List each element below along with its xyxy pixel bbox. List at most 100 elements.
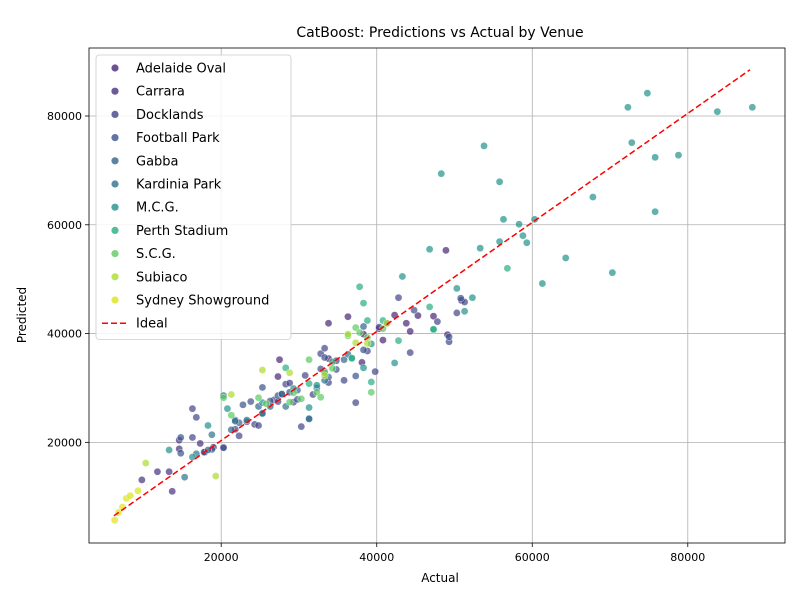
data-point [429,312,438,320]
data-point [351,372,360,380]
chart-title: CatBoost: Predictions vs Actual by Venue [296,25,583,41]
data-point [188,404,197,413]
data-point [398,272,407,281]
data-point [196,439,205,448]
data-point [499,215,508,224]
data-point [285,379,294,387]
legend-label: Perth Stadium [136,224,228,239]
data-point [348,354,356,362]
data-point [305,403,313,412]
data-point [275,355,284,364]
data-point [235,432,243,440]
data-point [355,282,364,291]
legend-label: Kardinia Park [136,178,222,193]
data-point [324,319,333,328]
data-point [165,446,173,454]
data-point [344,312,352,321]
data-point [359,299,368,307]
data-point [180,473,189,481]
ideal-line [113,69,751,517]
data-point [379,324,387,333]
data-point [305,355,313,364]
data-point [495,178,504,186]
data-point [453,309,461,317]
data-point [305,415,313,423]
data-point [258,409,267,418]
legend-label: Gabba [136,154,179,169]
data-point [188,453,197,461]
legend-label: Sydney Showground [136,294,269,309]
legend-marker [111,250,119,258]
data-point [231,417,239,425]
data-point [359,322,368,331]
x-axis-label: Actual [421,571,459,585]
data-point [305,379,313,388]
x-tick-label: 40000 [359,551,394,564]
data-point [313,381,321,390]
data-point [503,264,512,273]
legend-marker [111,134,119,142]
data-point [188,433,197,442]
data-point [674,151,683,159]
legend-label: S.C.G. [136,247,176,262]
x-tick-label: 60000 [515,551,550,564]
data-point [367,378,376,386]
data-point [301,371,309,380]
legend-marker [111,203,119,211]
legend-label: M.C.G. [136,201,179,216]
data-point [425,245,434,254]
data-point [227,411,236,419]
data-point [530,215,539,224]
data-point [297,422,306,431]
data-point [390,359,399,367]
legend-marker [111,273,119,281]
data-point [394,293,403,302]
data-point [429,325,438,334]
data-point [110,516,119,524]
series-m-c-g- [165,89,757,461]
data-point [363,339,372,348]
y-axis-label: Predicted [15,287,29,343]
data-point [153,467,162,476]
data-point [363,316,372,325]
data-point [433,317,442,326]
data-point [340,355,348,364]
series-subiaco [141,319,391,480]
data-point [383,319,391,328]
data-point [246,397,255,406]
data-point [651,207,659,216]
data-point [274,372,282,381]
data-point [624,103,632,112]
data-point [713,107,722,116]
data-point [138,476,146,484]
data-point [442,246,450,255]
data-point [453,284,461,293]
data-point [437,169,446,178]
data-point [519,231,527,240]
data-point [340,376,348,385]
data-point [410,306,418,314]
data-point [192,413,201,422]
y-axis-ticks: 20000 40000 60000 80000 [47,110,89,449]
legend-marker [111,180,119,188]
data-point [297,395,306,403]
data-point [285,398,294,406]
y-tick-label: 40000 [47,328,82,341]
data-point [589,193,597,201]
data-point [414,311,422,320]
data-point [320,371,329,380]
data-point [561,254,570,262]
y-tick-label: 20000 [47,436,82,449]
data-point [219,393,228,402]
data-point [344,330,352,338]
data-point [476,244,484,252]
data-point [208,430,216,439]
data-point [371,367,379,376]
data-point [445,333,453,341]
data-point [359,364,368,372]
data-point [126,491,135,500]
legend-label: Subiaco [136,270,187,285]
legend-label: Football Park [136,131,220,146]
data-point [359,346,368,354]
